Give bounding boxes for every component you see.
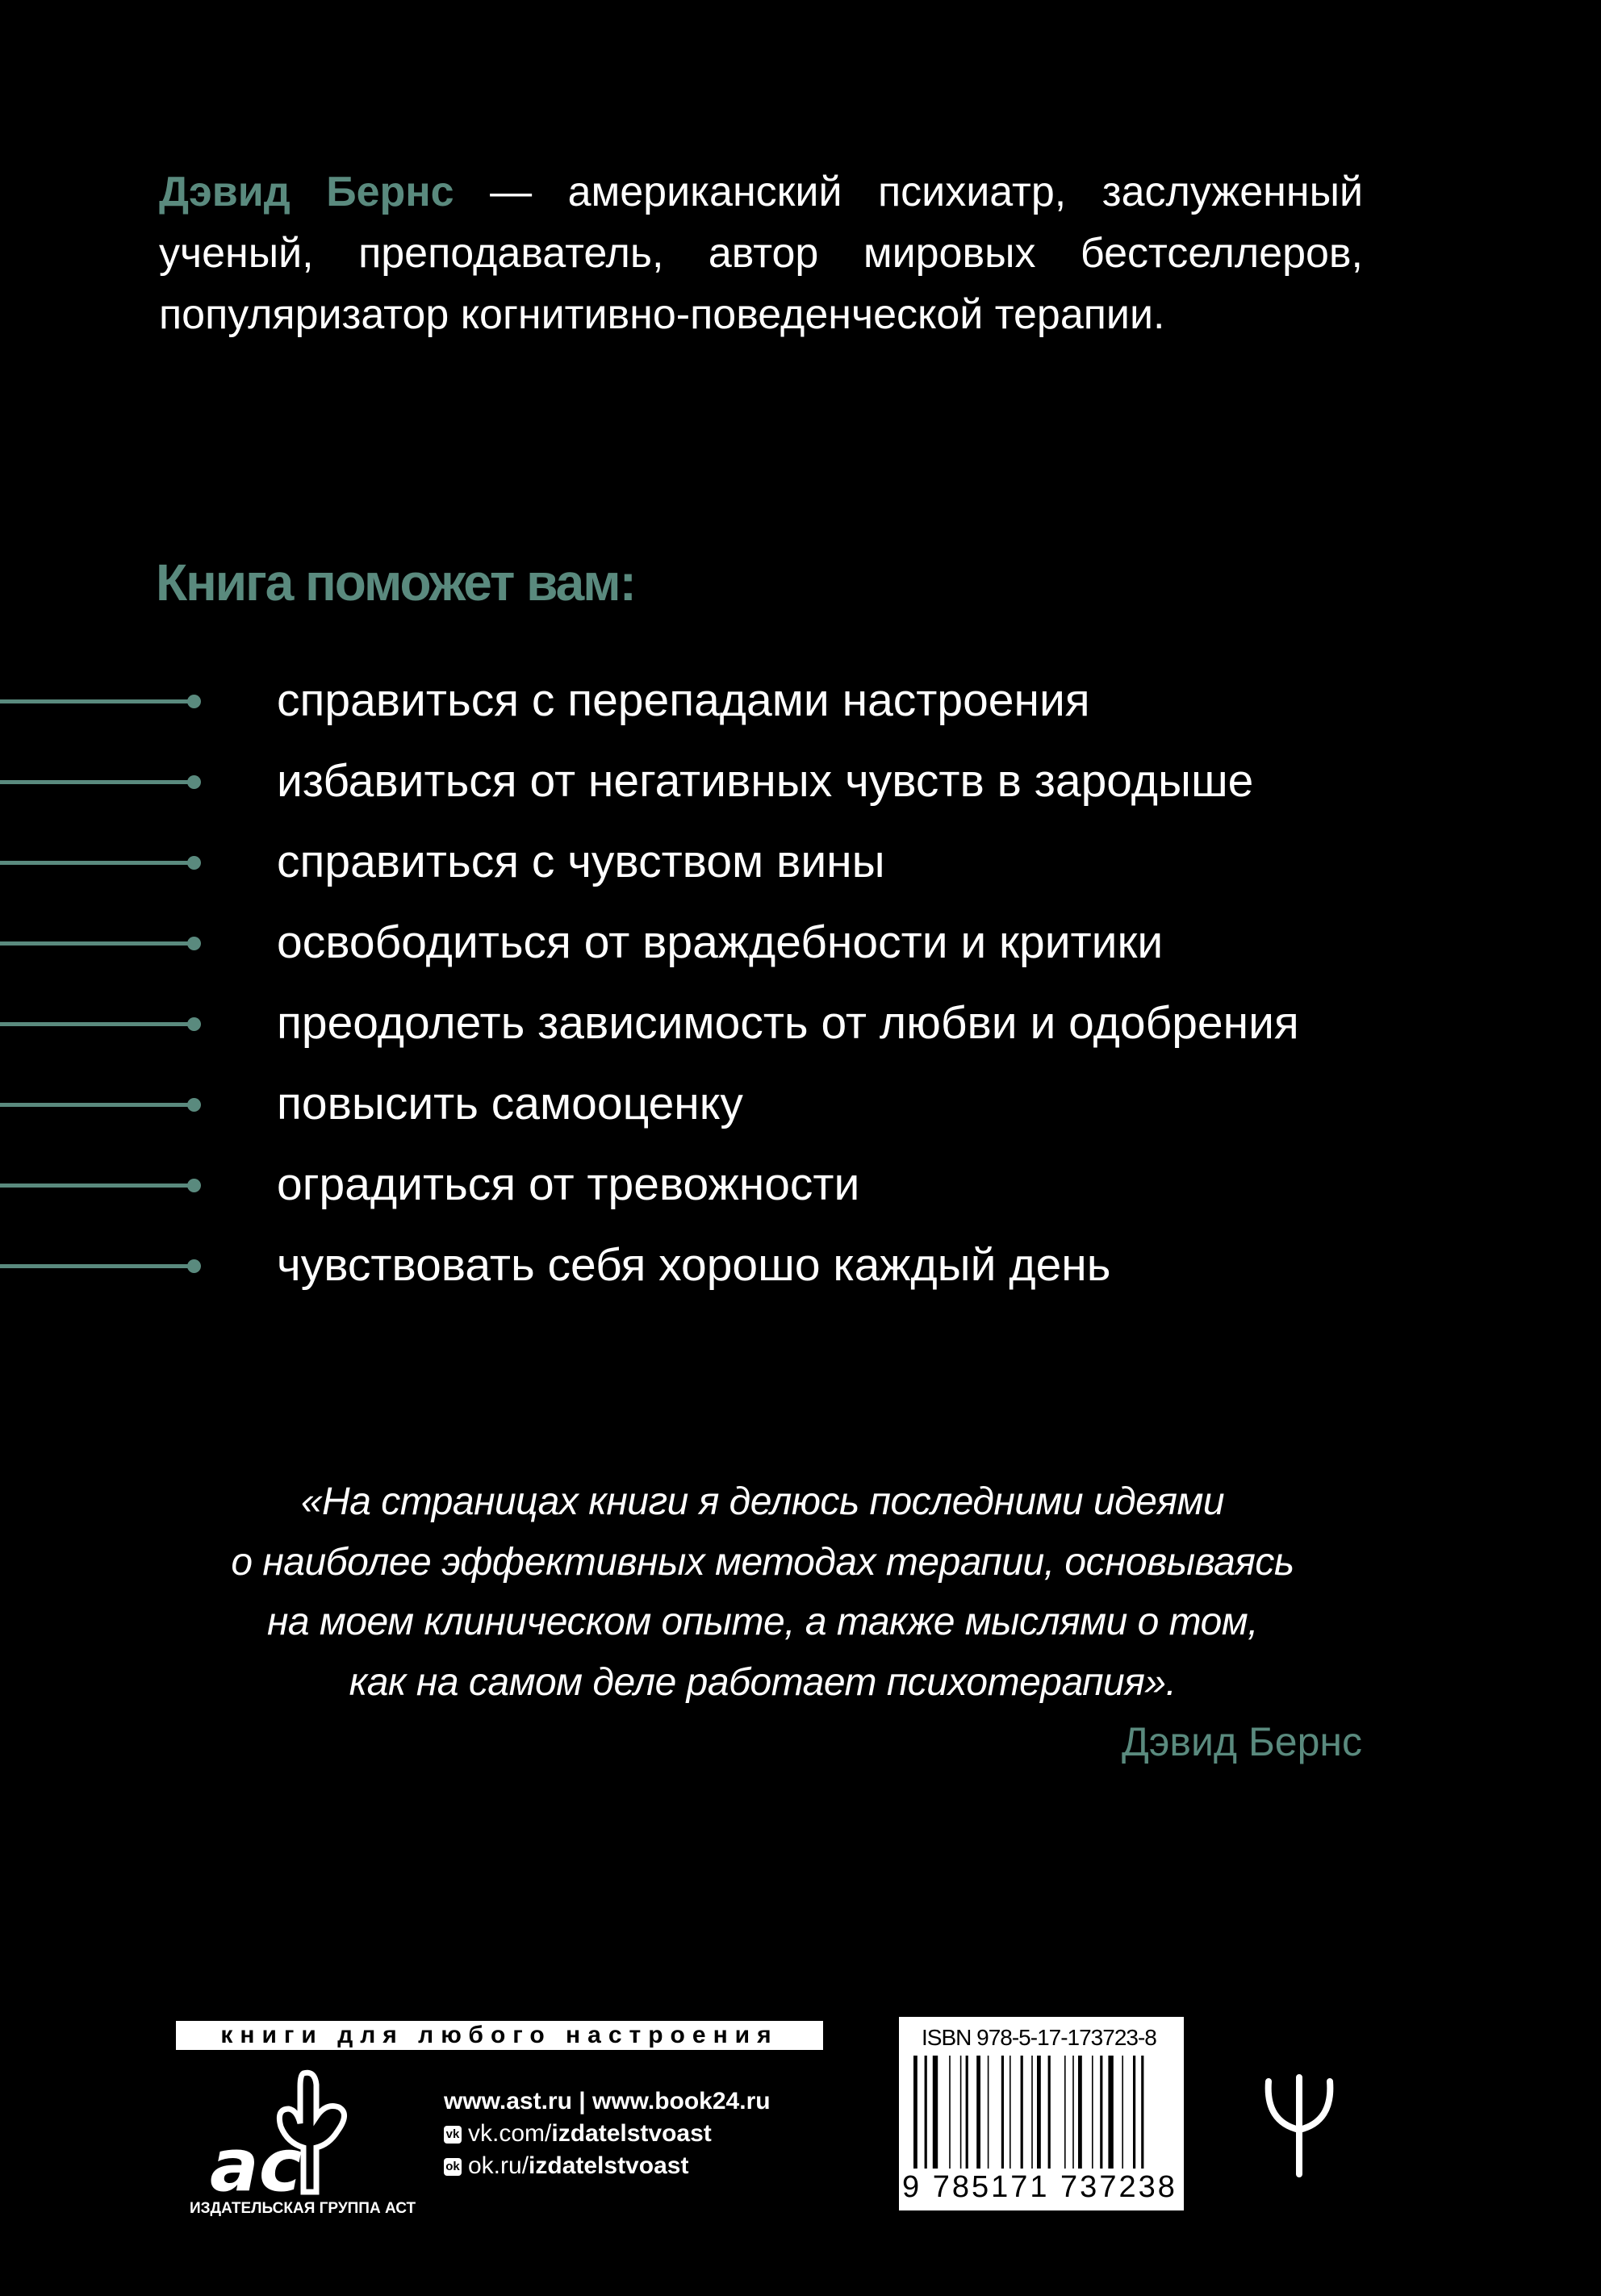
- quote-line: как на самом деле работает психотерапия»…: [349, 1660, 1177, 1704]
- bullet-line: [0, 1264, 194, 1268]
- benefit-text: освободиться от враждебности и критики: [277, 916, 1164, 968]
- barcode-bar: [1141, 2056, 1144, 2169]
- barcode-bar: [1108, 2056, 1114, 2169]
- bullet-dot-icon: [187, 695, 201, 708]
- vk-icon: vk: [444, 2126, 462, 2144]
- bullet-dot-icon: [187, 856, 201, 870]
- bullet-dot-icon: [187, 1017, 201, 1031]
- benefit-item: справиться с перепадами настроения: [0, 672, 1533, 728]
- barcode-bar: [1072, 2056, 1074, 2169]
- benefit-item: повысить самооценку: [0, 1075, 1533, 1132]
- benefit-item: оградиться от тревожности: [0, 1156, 1533, 1213]
- barcode-bar: [1092, 2056, 1093, 2169]
- barcode-bar: [913, 2056, 918, 2169]
- bullet-dot-icon: [187, 937, 201, 950]
- benefit-text: справиться с перепадами настроения: [277, 674, 1090, 726]
- barcode-bar: [1100, 2056, 1103, 2169]
- barcode-bar: [987, 2056, 989, 2169]
- bullet-line: [0, 780, 194, 784]
- bullet-dot-icon: [187, 1179, 201, 1192]
- quote-line: на моем клиническом опыте, а также мысля…: [266, 1601, 1259, 1643]
- author-name: Дэвид Бернс: [159, 169, 454, 215]
- benefit-item: освободиться от враждебности и критики: [0, 914, 1533, 971]
- barcode-bar: [976, 2056, 980, 2169]
- benefit-text: преодолеть зависимость от любви и одобре…: [277, 997, 1299, 1049]
- benefit-item: избавиться от негативных чувств в зароды…: [0, 753, 1533, 809]
- benefit-text: оградиться от тревожности: [277, 1158, 860, 1210]
- barcode-bars: [913, 2056, 1144, 2169]
- quote-line: «На страницах книги я делюсь последними …: [300, 1480, 1225, 1523]
- author-description: — американский психиатр, заслуженный уче…: [159, 169, 1363, 338]
- quote-attribution: Дэвид Бернс: [1122, 1719, 1362, 1764]
- bullet-line: [0, 861, 194, 865]
- benefit-item: чувствовать себя хорошо каждый день: [0, 1237, 1533, 1293]
- publisher-links: www.ast.ru | www.book24.ru vk vk.com/izda…: [444, 2085, 771, 2182]
- barcode-bar: [965, 2056, 968, 2169]
- websites-link[interactable]: www.ast.ru | www.book24.ru: [444, 2088, 771, 2114]
- bullet-dot-icon: [187, 1259, 201, 1273]
- bullet-line: [0, 1022, 194, 1026]
- barcode-bar: [924, 2056, 927, 2169]
- bullet-line: [0, 1103, 194, 1107]
- barcode-bar: [959, 2056, 962, 2169]
- bullet-dot-icon: [187, 775, 201, 789]
- ean-number: 9 785171 737238: [902, 2170, 1177, 2204]
- barcode-bar: [1031, 2056, 1033, 2169]
- publisher-name: ИЗДАТЕЛЬСКАЯ ГРУППА АСТ: [190, 2200, 416, 2217]
- barcode-bar: [932, 2056, 938, 2169]
- barcode-bar: [1133, 2056, 1136, 2169]
- barcode-bar: [1047, 2056, 1051, 2169]
- benefits-heading: Книга поможет вам:: [156, 553, 637, 612]
- barcode-bar: [1010, 2056, 1011, 2169]
- isbn-text: ISBN 978-5-17-173723-8: [922, 2025, 1157, 2050]
- svg-text:ac: ac: [210, 2123, 302, 2198]
- barcode-bar: [1078, 2056, 1082, 2169]
- ast-logo: ac: [210, 2069, 347, 2198]
- barcode-bar: [1001, 2056, 1004, 2169]
- barcode-bar: [949, 2056, 951, 2169]
- benefit-text: избавиться от негативных чувств в зароды…: [277, 755, 1254, 807]
- benefit-item: справиться с чувством вины: [0, 833, 1533, 890]
- benefit-text: чувствовать себя хорошо каждый день: [277, 1239, 1111, 1291]
- vk-link[interactable]: vk vk.com/izdatelstvoast: [444, 2118, 771, 2150]
- benefit-text: справиться с чувством вины: [277, 836, 885, 887]
- barcode-bar: [1020, 2056, 1023, 2169]
- barcode-bar: [1064, 2056, 1066, 2169]
- benefit-text: повысить самооценку: [277, 1078, 743, 1129]
- psi-icon: [1264, 2074, 1334, 2177]
- benefit-item: преодолеть зависимость от любви и одобре…: [0, 995, 1533, 1051]
- barcode-bar: [1122, 2056, 1123, 2169]
- bullet-line: [0, 699, 194, 703]
- bullet-line: [0, 941, 194, 946]
- ok-link[interactable]: ok ok.ru/izdatelstvoast: [444, 2150, 771, 2182]
- author-bio: Дэвид Бернс — американский психиатр, зас…: [159, 161, 1363, 345]
- barcode-bar: [1037, 2056, 1041, 2169]
- author-quote: «На страницах книги я делюсь последними …: [161, 1472, 1364, 1713]
- bullet-line: [0, 1183, 194, 1188]
- quote-line: о наиболее эффективных методах терапии, …: [231, 1540, 1294, 1584]
- isbn-barcode: ISBN 978-5-17-173723-8 9 785171 737238: [899, 2017, 1184, 2210]
- ok-icon: ok: [444, 2158, 462, 2177]
- tagline: книги для любого настроения здесь: [176, 2021, 823, 2077]
- bullet-dot-icon: [187, 1098, 201, 1112]
